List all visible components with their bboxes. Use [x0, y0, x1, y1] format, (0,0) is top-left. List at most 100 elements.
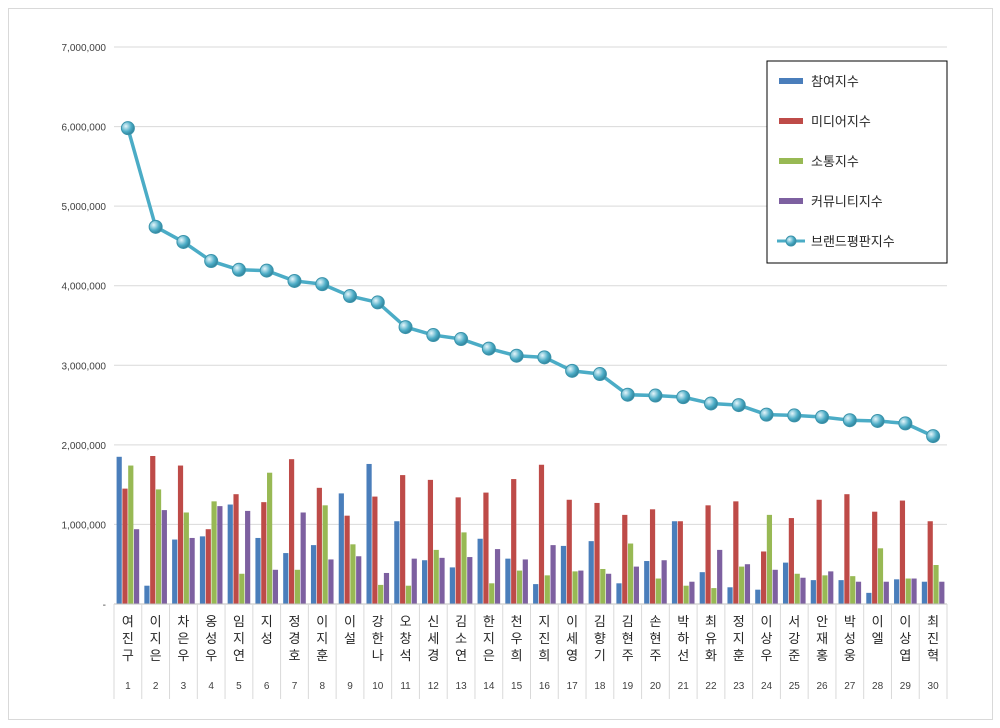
- bar: [588, 541, 594, 604]
- legend-label: 브랜드평판지수: [811, 235, 895, 250]
- y-tick-label: 3,000,000: [62, 361, 107, 372]
- x-rank-label: 8: [319, 681, 325, 692]
- bar: [272, 569, 279, 604]
- bar: [572, 571, 578, 604]
- line-point: [259, 263, 274, 278]
- bar: [217, 506, 223, 604]
- bar: [172, 539, 178, 604]
- bar: [544, 575, 550, 604]
- bar: [350, 544, 356, 604]
- bar: [322, 505, 328, 604]
- line-point: [120, 121, 135, 136]
- bar: [649, 509, 656, 604]
- bar: [794, 573, 800, 604]
- bar: [461, 532, 467, 604]
- x-rank-label: 4: [208, 681, 214, 692]
- y-tick-label: 2,000,000: [62, 441, 107, 452]
- line-point: [481, 341, 496, 356]
- bar: [400, 475, 406, 604]
- bar: [211, 501, 217, 604]
- line-point: [315, 277, 330, 292]
- bar: [366, 463, 372, 604]
- bar: [844, 494, 850, 604]
- line-point: [592, 367, 607, 382]
- line-point: [231, 262, 246, 277]
- bar: [566, 499, 572, 604]
- bar: [116, 456, 122, 604]
- bar: [655, 578, 661, 604]
- bar: [122, 488, 128, 604]
- bar: [294, 569, 300, 604]
- x-rank-label: 5: [236, 681, 242, 692]
- bar: [733, 501, 739, 604]
- x-axis: 여 진 구 이 지 은 차 은 우 옹 성 우 임 지 연 지 성 정 경 호 이 지 훈 이 설 강 한 나 오 창 석 신 세 경 김 소 연 한 지 은…: [113, 603, 948, 699]
- x-rank-label: 24: [761, 681, 773, 692]
- bar: [494, 549, 501, 604]
- y-tick-label: 5,000,000: [62, 202, 107, 213]
- legend-marker: [785, 235, 797, 247]
- line-point: [870, 413, 885, 428]
- line-point: [426, 328, 441, 343]
- x-rank-label: 2: [153, 681, 159, 692]
- bar: [705, 505, 711, 604]
- bar: [872, 511, 878, 604]
- bar: [855, 581, 862, 604]
- bar: [372, 496, 378, 604]
- bar: [550, 545, 556, 604]
- bar: [560, 545, 567, 604]
- line-point: [648, 388, 663, 403]
- bar: [850, 576, 856, 604]
- x-rank-label: 16: [539, 681, 551, 692]
- line-point: [898, 416, 913, 431]
- bar: [511, 479, 517, 604]
- y-axis-ticks: - 1,000,000 2,000,000 3,000,000 4,000,000 5,0…: [62, 43, 107, 611]
- line-point: [703, 396, 718, 411]
- bar: [183, 512, 189, 604]
- bar: [283, 553, 289, 604]
- x-rank-label: 21: [678, 681, 690, 692]
- line-point: [676, 390, 691, 405]
- bar: [816, 499, 822, 604]
- x-rank-label: 13: [456, 681, 468, 692]
- bar: [627, 543, 634, 604]
- bar: [433, 549, 439, 604]
- bar: [727, 587, 733, 604]
- line-point: [842, 413, 857, 428]
- x-rank-label: 27: [844, 681, 856, 692]
- x-rank-label: 15: [511, 681, 523, 692]
- bar: [378, 584, 384, 604]
- line-point: [398, 320, 413, 335]
- bar: [477, 538, 483, 604]
- y-tick-label: 4,000,000: [62, 282, 107, 293]
- x-rank-label: 9: [347, 681, 353, 692]
- bar: [810, 580, 816, 604]
- bar: [516, 570, 523, 604]
- bar: [189, 537, 195, 604]
- chart-svg: - 1,000,000 2,000,000 3,000,000 4,000,000 5,0…: [62, 43, 948, 699]
- x-rank-label: 25: [789, 681, 801, 692]
- line-point: [287, 273, 302, 288]
- bar: [522, 559, 528, 604]
- bar: [578, 570, 584, 604]
- y-tick-label: -: [103, 600, 106, 611]
- bar: [905, 578, 911, 604]
- legend-label: 참여지수: [811, 75, 859, 90]
- bar: [439, 557, 445, 604]
- bar: [233, 494, 239, 604]
- bar: [921, 581, 928, 604]
- bar: [828, 571, 834, 604]
- x-rank-label: 20: [650, 681, 662, 692]
